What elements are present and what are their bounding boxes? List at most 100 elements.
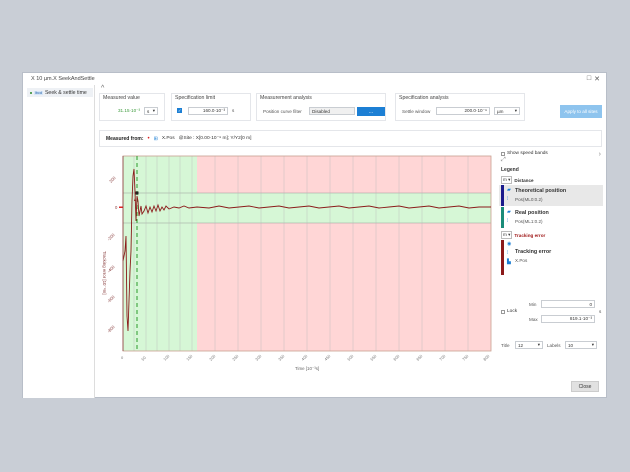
- specification-analysis-group: Specification analysis Settle window 200…: [395, 93, 525, 121]
- measured-unit-select[interactable]: s ▾: [144, 107, 158, 115]
- legend-item-sub: X.Pos: [515, 258, 528, 263]
- svg-text:-400: -400: [106, 264, 116, 274]
- show-speed-bands-checkbox[interactable]: [501, 151, 505, 156]
- svg-text:0: 0: [115, 205, 118, 210]
- expand-icon[interactable]: ⤢: [501, 157, 506, 163]
- settle-window-label: Settle window: [402, 109, 431, 114]
- close-button[interactable]: Close: [571, 381, 599, 392]
- specification-limit-value: 160.0·10⁻³: [202, 108, 225, 113]
- zero-indicator: [119, 206, 123, 208]
- x-axis-label: Time [10⁻³s]: [295, 366, 319, 371]
- legend-item-theoretical[interactable]: ▰ ⁞ Theoretical position Pos(ML0:0.2): [499, 185, 603, 206]
- axis-icon[interactable]: ▙: [507, 259, 511, 265]
- min-value: 0: [589, 301, 592, 307]
- tracking-unit-select[interactable]: m ▾: [501, 231, 513, 239]
- legend-item-real[interactable]: ▰ ⁞ Real position Pos(ML1:0.2): [499, 207, 603, 228]
- show-speed-bands-label: Show speed bands: [507, 151, 548, 156]
- lock-checkbox[interactable]: [501, 309, 505, 314]
- legend-item-tracking-error[interactable]: ◉ ⁞ ▙ Tracking error X.Pos: [499, 240, 603, 275]
- legend-item-title: Tracking error: [515, 249, 552, 255]
- svg-text:750: 750: [461, 353, 470, 362]
- settle-unit-value: µm: [497, 108, 504, 114]
- seek-settle-dialog: X 10 µm.X SeekAndSettle □ ✕ lbcd Seek & …: [22, 72, 607, 398]
- chart-svg: 200 0 -200 -400 -600 -800 Tracking error…: [102, 155, 492, 371]
- svg-text:250: 250: [231, 353, 240, 362]
- distance-unit-select[interactable]: m ▾: [501, 176, 513, 184]
- y-axis-label: Tracking error [10⁻⁹m]: [102, 251, 107, 295]
- legend-item-sub: Pos(ML1:0.2): [515, 219, 543, 224]
- visibility-icon[interactable]: ▰: [507, 209, 511, 215]
- svg-text:-600: -600: [106, 294, 116, 304]
- distance-group-label: Distance: [514, 177, 534, 183]
- tracking-group-label: Tracking error: [514, 232, 546, 238]
- svg-text:-800: -800: [106, 324, 116, 334]
- site-dot-icon: •: [147, 135, 150, 142]
- show-speed-bands-option[interactable]: Show speed bands: [501, 151, 548, 156]
- measured-value-label: Measured value: [103, 95, 140, 101]
- measured-from-label: Measured from:: [106, 135, 144, 142]
- measurement-analysis-group: Measurement analysis Position curve filt…: [256, 93, 386, 121]
- title-size-select[interactable]: 12 ▾: [515, 341, 543, 349]
- maximize-icon[interactable]: □: [586, 75, 592, 82]
- close-icon[interactable]: ✕: [594, 76, 600, 83]
- measured-value: 31.15·10⁻³: [118, 108, 141, 113]
- max-input[interactable]: 819.1·10⁻³: [541, 315, 595, 323]
- title-size-label: Title: [501, 343, 510, 348]
- tree-item-seek-settle[interactable]: lbcd Seek & settle time: [27, 88, 93, 97]
- line-style-icon[interactable]: ⁞: [507, 196, 509, 202]
- svg-text:400: 400: [300, 353, 309, 362]
- measurement-tree: lbcd Seek & settle time: [23, 85, 95, 398]
- specification-limit-checkbox[interactable]: [177, 108, 182, 113]
- specification-limit-group: Specification limit 160.0·10⁻³ s: [171, 93, 251, 121]
- svg-text:0: 0: [121, 355, 124, 360]
- collapse-icon[interactable]: ^: [101, 85, 105, 92]
- labels-size-label: Labels: [547, 343, 561, 348]
- measured-from-bar: Measured from: • ⊞ X.Pos @Site : X[0.00·…: [99, 130, 602, 147]
- window-title-text: X 10 µm.X SeekAndSettle: [31, 76, 95, 82]
- labels-size-select[interactable]: 10 ▾: [565, 341, 597, 349]
- eye-icon[interactable]: ◉: [507, 241, 512, 247]
- chevron-down-icon: ▾: [514, 108, 517, 113]
- filter-settings-button[interactable]: ...: [357, 107, 385, 116]
- legend-item-title: Real position: [515, 210, 549, 216]
- specification-limit-input[interactable]: 160.0·10⁻³: [188, 107, 228, 115]
- position-curve-filter-input[interactable]: Disabled: [309, 107, 355, 115]
- measured-site: @Site : X[0.00·10⁻⁹ m]; Y/Y2[0 m]: [178, 136, 252, 141]
- max-label: Max: [529, 317, 538, 322]
- min-input[interactable]: 0: [541, 300, 595, 308]
- tree-item-tag: lbcd: [34, 90, 43, 95]
- tracking-group-header: m ▾ Tracking error: [501, 231, 545, 239]
- min-label: Min: [529, 302, 537, 307]
- svg-text:100: 100: [162, 353, 171, 362]
- svg-text:500: 500: [346, 353, 355, 362]
- chevron-right-icon[interactable]: ›: [598, 151, 601, 158]
- peak-marker: [134, 198, 136, 201]
- svg-text:300: 300: [254, 353, 263, 362]
- specification-analysis-label: Specification analysis: [399, 95, 449, 101]
- apply-to-all-sites-button[interactable]: Apply to all sites: [560, 105, 602, 118]
- specification-limit-unit: s: [232, 108, 235, 113]
- tracking-error-chart[interactable]: 200 0 -200 -400 -600 -800 Tracking error…: [99, 151, 496, 373]
- color-swatch: [501, 185, 504, 206]
- settle-unit-select[interactable]: µm ▾: [494, 107, 520, 115]
- line-style-icon[interactable]: ⁞: [507, 218, 509, 224]
- chevron-down-icon: ▾: [591, 342, 594, 347]
- window-title: X 10 µm.X SeekAndSettle □ ✕: [23, 73, 606, 85]
- measured-unit-value: s: [147, 108, 150, 114]
- position-curve-filter-label: Position curve filter: [263, 109, 302, 114]
- svg-text:800: 800: [482, 353, 491, 362]
- line-style-icon[interactable]: ⁞: [507, 250, 509, 256]
- settle-window-input[interactable]: 200.0·10⁻⁹: [436, 107, 490, 115]
- chart-options-panel: Show speed bands › ⤢ Legend m ▾ Distance…: [499, 151, 605, 373]
- svg-text:700: 700: [438, 353, 447, 362]
- settle-window-value: 200.0·10⁻⁹: [464, 108, 487, 113]
- lock-option[interactable]: Lock: [501, 309, 517, 314]
- visibility-icon[interactable]: ▰: [507, 187, 511, 193]
- settle-point-marker: [135, 191, 139, 195]
- labels-size-value: 10: [568, 342, 574, 348]
- chevron-down-icon: ▾: [537, 342, 540, 347]
- measurement-analysis-label: Measurement analysis: [260, 95, 312, 101]
- svg-text:200: 200: [108, 175, 117, 184]
- svg-text:350: 350: [277, 353, 286, 362]
- x-axis-ticks: 0 50 100 150 200 250 300 350 400 450 500…: [121, 353, 491, 362]
